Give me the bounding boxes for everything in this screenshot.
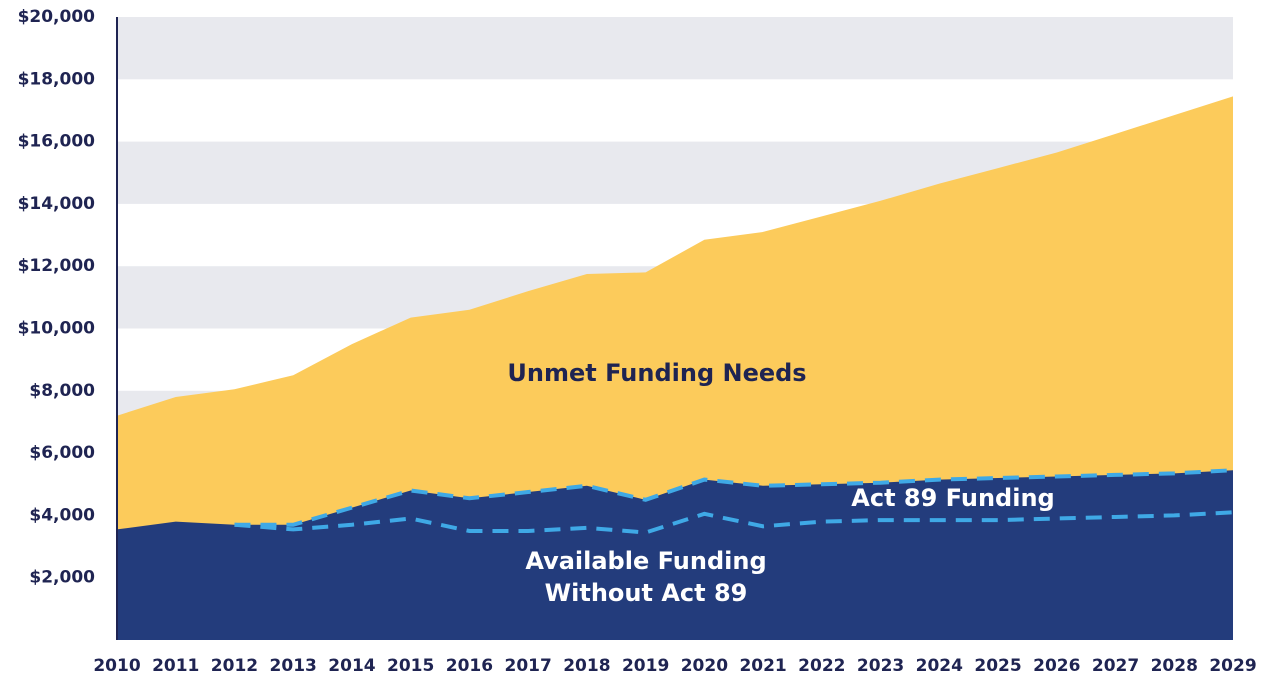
x-tick-label: 2023 — [857, 656, 904, 676]
y-tick-label: $12,000 — [18, 256, 96, 276]
annotation: Act 89 Funding — [851, 484, 1054, 512]
x-tick-label: 2024 — [916, 656, 963, 676]
y-tick-label: $6,000 — [29, 443, 95, 463]
x-tick-label: 2015 — [387, 656, 434, 676]
y-tick-label: $20,000 — [18, 7, 96, 27]
dashed-line — [234, 510, 1234, 535]
annotation: Available Funding — [525, 547, 766, 575]
area — [117, 470, 1233, 640]
x-tick-label: 2029 — [1209, 656, 1256, 676]
annotation: Unmet Funding Needs — [507, 359, 806, 387]
x-tick-label: 2010 — [93, 656, 140, 676]
y-tick-label: $8,000 — [29, 381, 95, 401]
grid-band — [117, 17, 1233, 80]
x-tick-label: 2019 — [622, 656, 669, 676]
x-tick-label: 2020 — [681, 656, 728, 676]
x-tick-label: 2028 — [1151, 656, 1198, 676]
x-tick-label: 2018 — [563, 656, 610, 676]
y-tick-label: $10,000 — [18, 319, 96, 339]
y-tick-label: $4,000 — [29, 505, 95, 525]
y-tick-label: $16,000 — [18, 132, 96, 152]
x-tick-label: 2016 — [446, 656, 493, 676]
x-tick-label: 2012 — [211, 656, 258, 676]
x-tick-label: 2017 — [504, 656, 551, 676]
x-tick-label: 2026 — [1033, 656, 1080, 676]
x-tick-label: 2022 — [798, 656, 845, 676]
x-tick-label: 2013 — [270, 656, 317, 676]
annotation: Without Act 89 — [545, 579, 748, 607]
y-tick-label: $2,000 — [29, 568, 95, 588]
y-tick-label: $18,000 — [18, 69, 96, 89]
x-tick-label: 2027 — [1092, 656, 1139, 676]
x-tick-label: 2025 — [974, 656, 1021, 676]
x-tick-label: 2014 — [328, 656, 375, 676]
dashed-line — [234, 468, 1234, 527]
y-tick-label: $14,000 — [18, 194, 96, 214]
x-tick-label: 2011 — [152, 656, 199, 676]
x-tick-label: 2021 — [739, 656, 786, 676]
